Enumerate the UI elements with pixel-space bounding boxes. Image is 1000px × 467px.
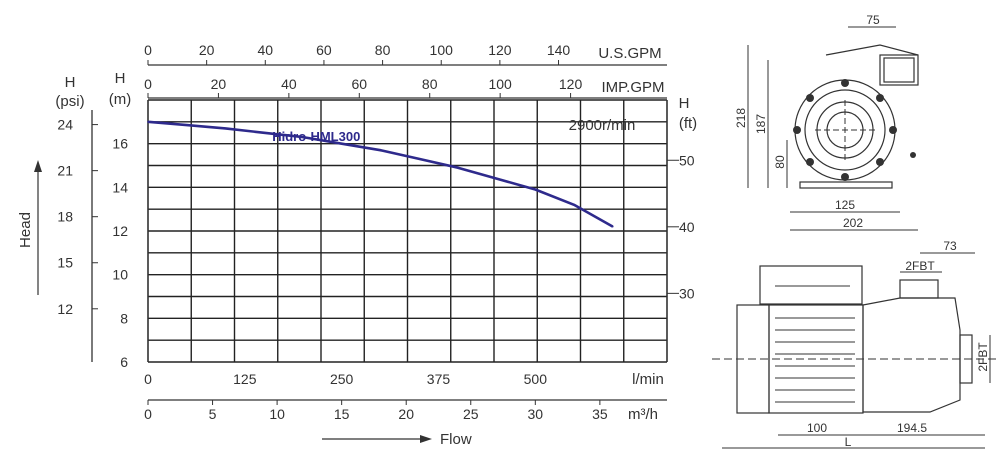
series-line-hidro-hml300 xyxy=(147,120,614,228)
series-point xyxy=(611,225,614,228)
usgpm-tick-label: 80 xyxy=(375,42,391,58)
m3h-tick-label: 0 xyxy=(144,406,152,422)
m-tick-label: 16 xyxy=(112,136,128,152)
usgpm-tick-label: 60 xyxy=(316,42,332,58)
curve-layer: Hidro-HML300 xyxy=(147,120,614,228)
psi-tick-label: 12 xyxy=(57,301,73,317)
m3h-tick-label: 35 xyxy=(592,406,608,422)
side-dim-total-length: L xyxy=(845,435,852,449)
m-tick-label: 12 xyxy=(112,223,128,239)
psi-tick-label: 18 xyxy=(57,209,73,225)
impgpm-tick-label: 120 xyxy=(559,76,583,92)
m3h-tick-label: 20 xyxy=(398,406,414,422)
m3h-axis-title: m³/h xyxy=(628,406,658,423)
psi-tick-label: 24 xyxy=(57,117,73,133)
ft-tick-label: 40 xyxy=(679,219,695,235)
ft-axis-title: H xyxy=(679,95,690,112)
psi-axis-unit: (psi) xyxy=(55,93,84,110)
front-dim-axis-height: 80 xyxy=(773,155,787,169)
m3h-tick-label: 15 xyxy=(334,406,350,422)
m-tick-label: 8 xyxy=(120,310,128,326)
bottom-axes: 0 125 250 375 500 0 5 10 15 20 25 30 35 xyxy=(144,371,667,422)
impgpm-axis-title: IMP.GPM xyxy=(601,79,664,96)
side-dim-outlet-offset: 73 xyxy=(943,239,957,253)
series-point xyxy=(495,177,498,180)
series-point xyxy=(263,131,265,134)
m-axis-title: H xyxy=(115,70,126,87)
side-dim-inlet-thread: 2FBT xyxy=(976,342,990,372)
impgpm-tick-label: 100 xyxy=(488,76,512,92)
series-point xyxy=(302,136,304,138)
series-point xyxy=(340,142,343,145)
side-dim-pump-length: 194.5 xyxy=(897,421,927,435)
front-dim-body-height: 187 xyxy=(754,114,768,134)
lmin-tick-label: 125 xyxy=(233,371,257,387)
lmin-axis-title: l/min xyxy=(632,371,664,388)
m-tick-label: 6 xyxy=(120,354,128,370)
speed-label: 2900r/min xyxy=(569,117,636,134)
usgpm-axis-title: U.S.GPM xyxy=(598,45,661,62)
m3h-tick-label: 25 xyxy=(463,406,479,422)
head-axis-label: Head xyxy=(17,212,34,248)
usgpm-tick-label: 100 xyxy=(430,42,454,58)
y-axes: 6 8 10 12 14 16 12 15 18 21 24 30 40 50 xyxy=(57,100,695,370)
front-dim-total-height: 218 xyxy=(734,108,748,128)
ft-tick-label: 50 xyxy=(679,152,695,168)
front-dim-outlet-width: 75 xyxy=(866,13,880,27)
ft-axis-unit: (ft) xyxy=(679,115,697,132)
impgpm-tick-label: 60 xyxy=(352,76,368,92)
impgpm-tick-label: 20 xyxy=(211,76,227,92)
series-point xyxy=(573,204,575,206)
series-point xyxy=(534,188,537,191)
psi-axis-title: H xyxy=(65,74,76,91)
psi-tick-label: 21 xyxy=(57,163,73,179)
pump-side-view-drawing: 73 2FBT 2FBT 100 194.5 L xyxy=(712,239,1000,449)
side-dim-base-length: 100 xyxy=(807,421,827,435)
impgpm-tick-label: 0 xyxy=(144,76,152,92)
series-label: Hidro-HML300 xyxy=(272,129,360,144)
usgpm-tick-label: 120 xyxy=(488,42,512,58)
lmin-tick-label: 375 xyxy=(427,371,451,387)
m3h-tick-label: 5 xyxy=(209,406,217,422)
lmin-tick-label: 250 xyxy=(330,371,354,387)
m3h-tick-label: 10 xyxy=(269,406,285,422)
lmin-tick-label: 500 xyxy=(524,371,548,387)
front-dim-base-width: 125 xyxy=(835,198,855,212)
side-dim-outlet-thread: 2FBT xyxy=(905,259,935,273)
m3h-tick-label: 30 xyxy=(528,406,544,422)
head-arrow-icon xyxy=(34,160,42,172)
series-point xyxy=(418,158,420,160)
flow-axis-label: Flow xyxy=(440,431,472,448)
series-point xyxy=(147,121,149,123)
usgpm-tick-label: 0 xyxy=(144,42,152,58)
series-point xyxy=(379,149,382,152)
lmin-tick-label: 0 xyxy=(144,371,152,387)
front-dim-total-width: 202 xyxy=(843,216,863,230)
psi-tick-label: 15 xyxy=(57,255,73,271)
series-point xyxy=(185,124,188,126)
pump-front-view-drawing: 75 218 187 80 125 202 xyxy=(734,13,919,231)
usgpm-tick-label: 140 xyxy=(547,42,571,58)
top-axes: 0 20 40 60 80 100 120 140 0 20 40 60 80 100 120 xyxy=(144,42,667,99)
impgpm-tick-label: 40 xyxy=(281,76,297,92)
series-point xyxy=(224,127,227,130)
m-axis-unit: (m) xyxy=(109,91,132,108)
m-tick-label: 10 xyxy=(112,267,128,283)
usgpm-tick-label: 40 xyxy=(258,42,274,58)
ft-tick-label: 30 xyxy=(679,285,695,301)
flow-arrow-icon xyxy=(420,435,432,443)
chart-grid xyxy=(147,99,668,363)
usgpm-tick-label: 20 xyxy=(199,42,215,58)
series-point xyxy=(457,166,459,169)
m-tick-label: 14 xyxy=(112,179,128,195)
impgpm-tick-label: 80 xyxy=(422,76,438,92)
